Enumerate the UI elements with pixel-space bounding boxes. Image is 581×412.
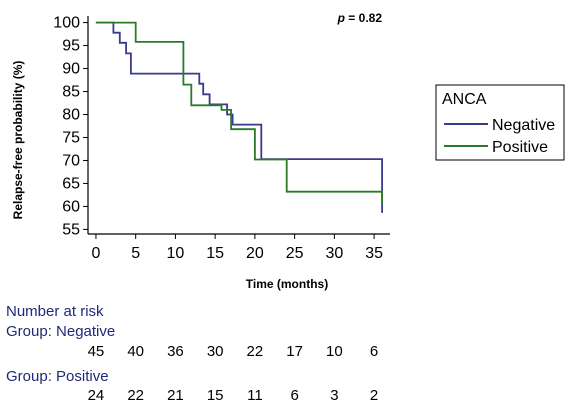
x-tick-label: 10	[167, 245, 185, 262]
risk-count: 22	[127, 387, 144, 404]
x-tick-label: 0	[91, 245, 100, 262]
risk-group-negative-label: Group: Negative	[6, 323, 115, 340]
legend-entry-positive: Positive	[492, 139, 548, 156]
x-tick-label: 15	[206, 245, 224, 262]
x-tick-label: 20	[246, 245, 264, 262]
risk-count: 11	[247, 387, 263, 404]
risk-count: 3	[330, 387, 338, 404]
risk-count: 10	[326, 343, 343, 360]
risk-count: 45	[88, 343, 105, 360]
x-tick-label: 35	[365, 245, 383, 262]
risk-count: 30	[207, 343, 224, 360]
legend-title: ANCA	[442, 91, 487, 108]
y-tick-label: 75	[62, 129, 80, 146]
risk-count: 6	[370, 343, 378, 360]
y-tick-label: 100	[53, 15, 80, 32]
risk-group-positive-label: Group: Positive	[6, 368, 109, 385]
y-tick-label: 90	[62, 61, 80, 78]
risk-table-title: Number at risk	[6, 303, 104, 320]
y-axis-label: Relapse-free probability (%)	[11, 61, 25, 220]
risk-row-positive: 24 22 21 15 11 6 3 2	[88, 387, 379, 404]
series-layer	[95, 21, 383, 213]
risk-row-negative: 45 40 36 30 22 17 10 6	[88, 343, 379, 360]
y-tick-label: 70	[62, 152, 80, 169]
risk-count: 21	[167, 387, 184, 404]
risk-count: 2	[370, 387, 378, 404]
series-positive-curve	[95, 21, 383, 204]
x-axis-label: Time (months)	[246, 277, 328, 291]
x-tick-label: 25	[286, 245, 304, 262]
legend-entry-negative: Negative	[492, 117, 555, 134]
x-tick-label: 30	[325, 245, 343, 262]
p-symbol: p	[337, 11, 345, 25]
y-tick-label: 95	[62, 38, 80, 55]
risk-count: 36	[167, 343, 184, 360]
legend: ANCA Negative Positive	[435, 84, 565, 161]
risk-count: 24	[88, 387, 105, 404]
axis-ticks: 55 60 65 70 75 80 85 90 95 100 0 5 10 15 20 25 30 35	[53, 15, 383, 262]
legend-box	[435, 84, 565, 161]
y-tick-label: 80	[62, 107, 80, 124]
p-value: = 0.82	[345, 11, 382, 25]
y-tick-label: 55	[62, 221, 80, 238]
y-tick-label: 60	[62, 198, 80, 215]
series-negative-curve	[95, 21, 383, 213]
y-tick-label: 85	[62, 84, 80, 101]
risk-count: 15	[207, 387, 224, 404]
risk-count: 40	[127, 343, 144, 360]
risk-table: Number at risk Group: Negative 45 40 36 30 2…	[6, 303, 378, 404]
y-tick-label: 65	[62, 175, 80, 192]
x-tick-label: 5	[131, 245, 140, 262]
risk-count: 6	[290, 387, 298, 404]
p-value-annotation: p = 0.82	[337, 11, 383, 25]
risk-count: 22	[247, 343, 264, 360]
risk-count: 17	[286, 343, 303, 360]
plot-frame	[87, 16, 390, 235]
